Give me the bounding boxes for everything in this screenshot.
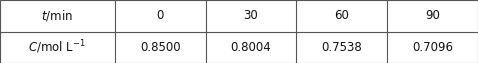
Text: 0: 0 [156, 9, 164, 22]
Text: $C$/mol L$^{-1}$: $C$/mol L$^{-1}$ [28, 38, 87, 56]
Text: $t$/min: $t$/min [42, 8, 73, 23]
Text: 0.7096: 0.7096 [412, 41, 453, 54]
Text: 90: 90 [425, 9, 440, 22]
Text: 60: 60 [334, 9, 349, 22]
Text: 0.7538: 0.7538 [321, 41, 362, 54]
Text: 30: 30 [244, 9, 258, 22]
Text: 0.8500: 0.8500 [140, 41, 180, 54]
Text: 0.8004: 0.8004 [230, 41, 272, 54]
